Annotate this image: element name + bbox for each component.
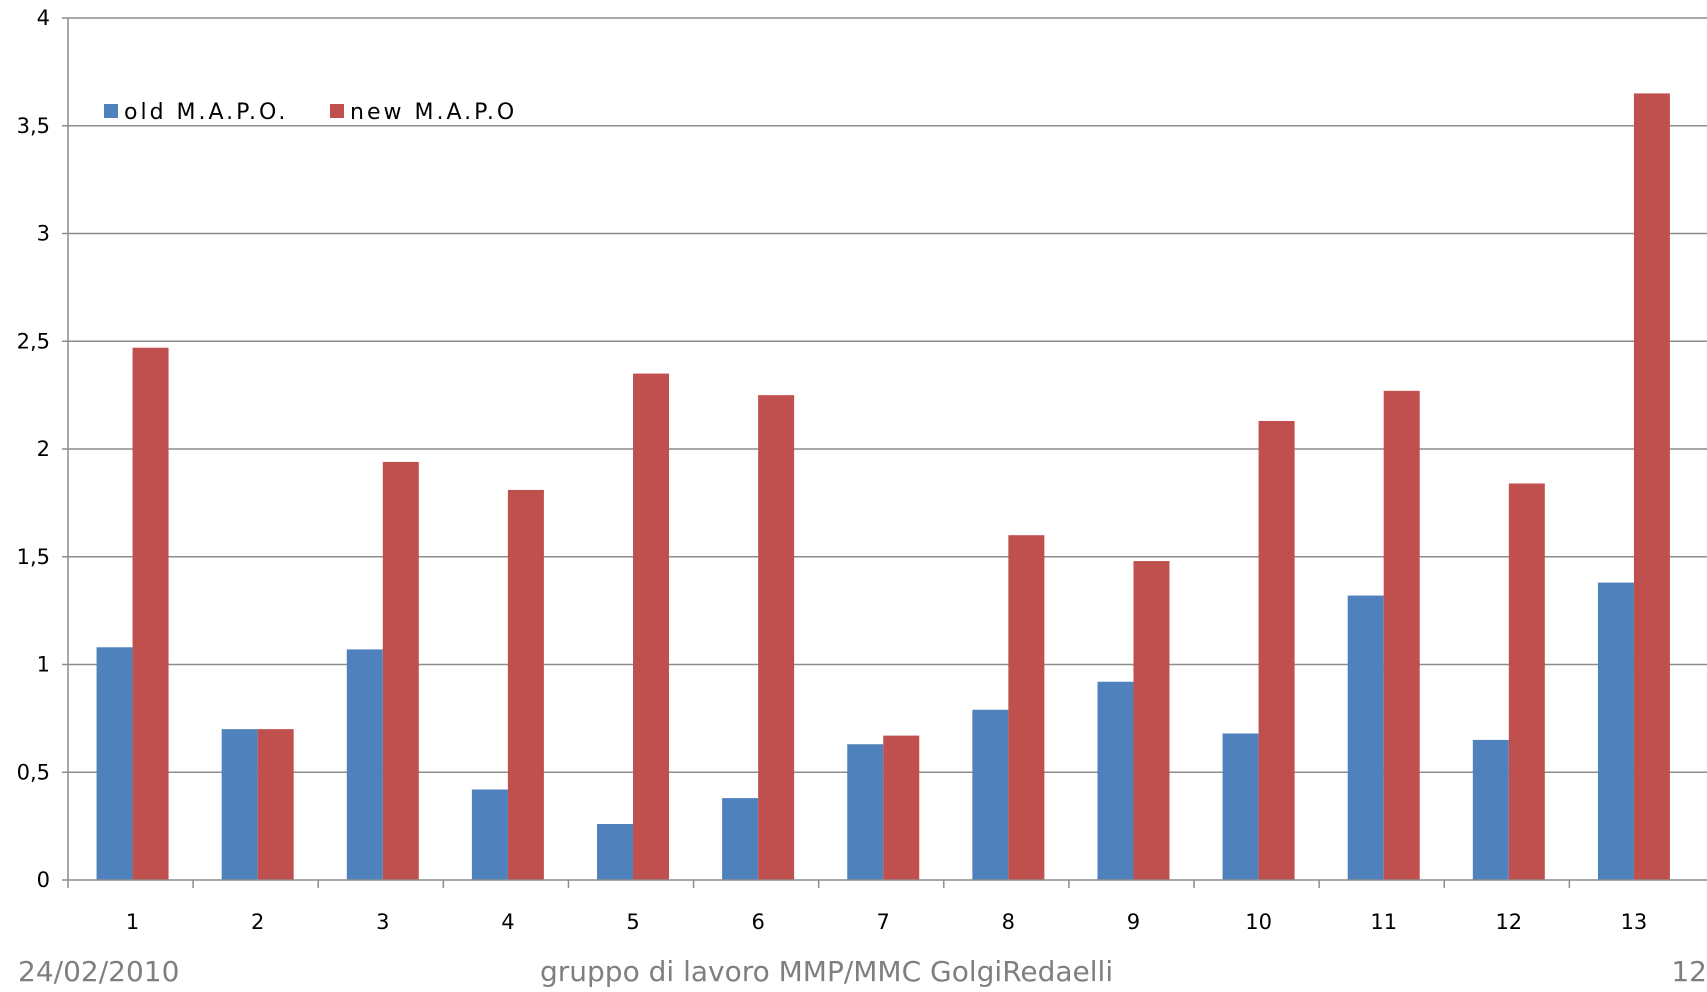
bar-old-13	[1597, 582, 1634, 880]
x-tick-label: 11	[1370, 910, 1397, 934]
legend-label: old M.A.P.O.	[124, 100, 288, 125]
x-tick-label: 5	[626, 910, 639, 934]
y-tick-label: 2	[37, 437, 50, 461]
y-tick-label: 0,5	[17, 760, 50, 784]
bar-new-1	[132, 347, 169, 881]
bar-old-1	[96, 647, 133, 880]
x-tick-label: 4	[501, 910, 514, 934]
y-tick-label: 2,5	[17, 329, 50, 353]
legend-swatch	[104, 104, 118, 118]
bar-new-4	[507, 489, 544, 880]
x-tick-label: 8	[1002, 910, 1015, 934]
bar-old-12	[1472, 739, 1509, 880]
page-number: 12	[1671, 955, 1707, 988]
x-tick-label: 10	[1245, 910, 1272, 934]
bar-chart: 00,511,522,533,54 1 2 3 4 5 6 7 8 9 10 11 12 13 old …	[17, 6, 1707, 934]
x-tick-label: 2	[251, 910, 264, 934]
bar-new-2	[257, 729, 294, 880]
x-tick-label: 3	[376, 910, 389, 934]
x-tick-label: 9	[1127, 910, 1140, 934]
x-tick-label: 7	[877, 910, 890, 934]
bar-old-8	[972, 709, 1009, 880]
bar-new-12	[1508, 483, 1545, 880]
y-axis-ticks: 0 0,5 1 1,5 2 2,5 3 3,5 4	[17, 6, 68, 892]
bar-old-9	[1097, 681, 1134, 880]
legend: old M.A.P.O. new M.A.P.O	[104, 100, 517, 125]
y-tick-label: 4	[37, 6, 50, 30]
bar-new-13	[1633, 93, 1670, 881]
bar-old-5	[597, 823, 634, 880]
bar-old-6	[722, 798, 759, 880]
x-axis-ticks: 1 2 3 4 5 6 7 8 9 10 11 12 13	[67, 880, 1648, 934]
axes	[67, 18, 1707, 881]
bar-new-11	[1383, 390, 1420, 880]
x-tick-label: 1	[126, 910, 139, 934]
y-tick-label: 3	[37, 222, 50, 246]
bar-new-3	[382, 461, 419, 880]
bar-old-4	[471, 789, 508, 880]
bars	[96, 93, 1670, 881]
y-tick-label: 1,5	[17, 545, 50, 569]
bar-new-5	[633, 373, 670, 880]
y-tick-label: 1	[37, 653, 50, 677]
y-tick-label: 0	[37, 868, 50, 892]
bar-old-10	[1222, 733, 1259, 880]
bar-new-9	[1133, 561, 1170, 880]
x-tick-label: 13	[1621, 910, 1648, 934]
bar-new-8	[1008, 535, 1045, 880]
legend-swatch	[330, 104, 344, 118]
y-tick-label: 3,5	[17, 114, 50, 138]
bar-new-10	[1258, 420, 1295, 880]
bar-new-6	[758, 395, 795, 880]
footer-date: 24/02/2010	[18, 955, 180, 988]
x-tick-label: 12	[1495, 910, 1522, 934]
bar-new-7	[883, 735, 920, 880]
footer-title: gruppo di lavoro MMP/MMC GolgiRedaelli	[540, 955, 1114, 988]
bar-old-3	[346, 649, 383, 880]
grid-lines	[68, 17, 1707, 773]
x-tick-label: 6	[751, 910, 764, 934]
legend-label: new M.A.P.O	[350, 100, 517, 125]
bar-old-7	[847, 744, 884, 880]
bar-old-2	[221, 729, 258, 880]
bar-old-11	[1347, 595, 1384, 880]
